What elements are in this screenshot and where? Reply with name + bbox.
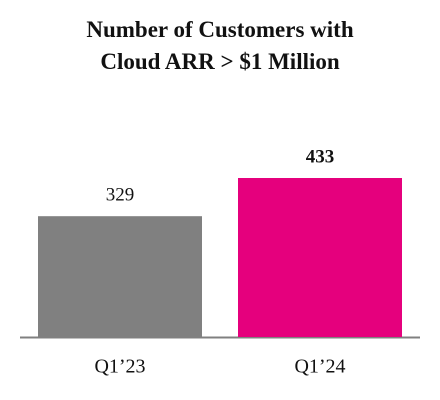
value-label: 433 <box>306 146 335 167</box>
chart-title: Number of Customers with Cloud ARR > $1 … <box>86 17 354 74</box>
x-tick-label: Q1’23 <box>94 356 145 378</box>
x-tick-label: Q1’24 <box>294 356 345 378</box>
bar <box>38 216 202 337</box>
value-label: 329 <box>106 185 135 206</box>
bar <box>238 178 402 337</box>
